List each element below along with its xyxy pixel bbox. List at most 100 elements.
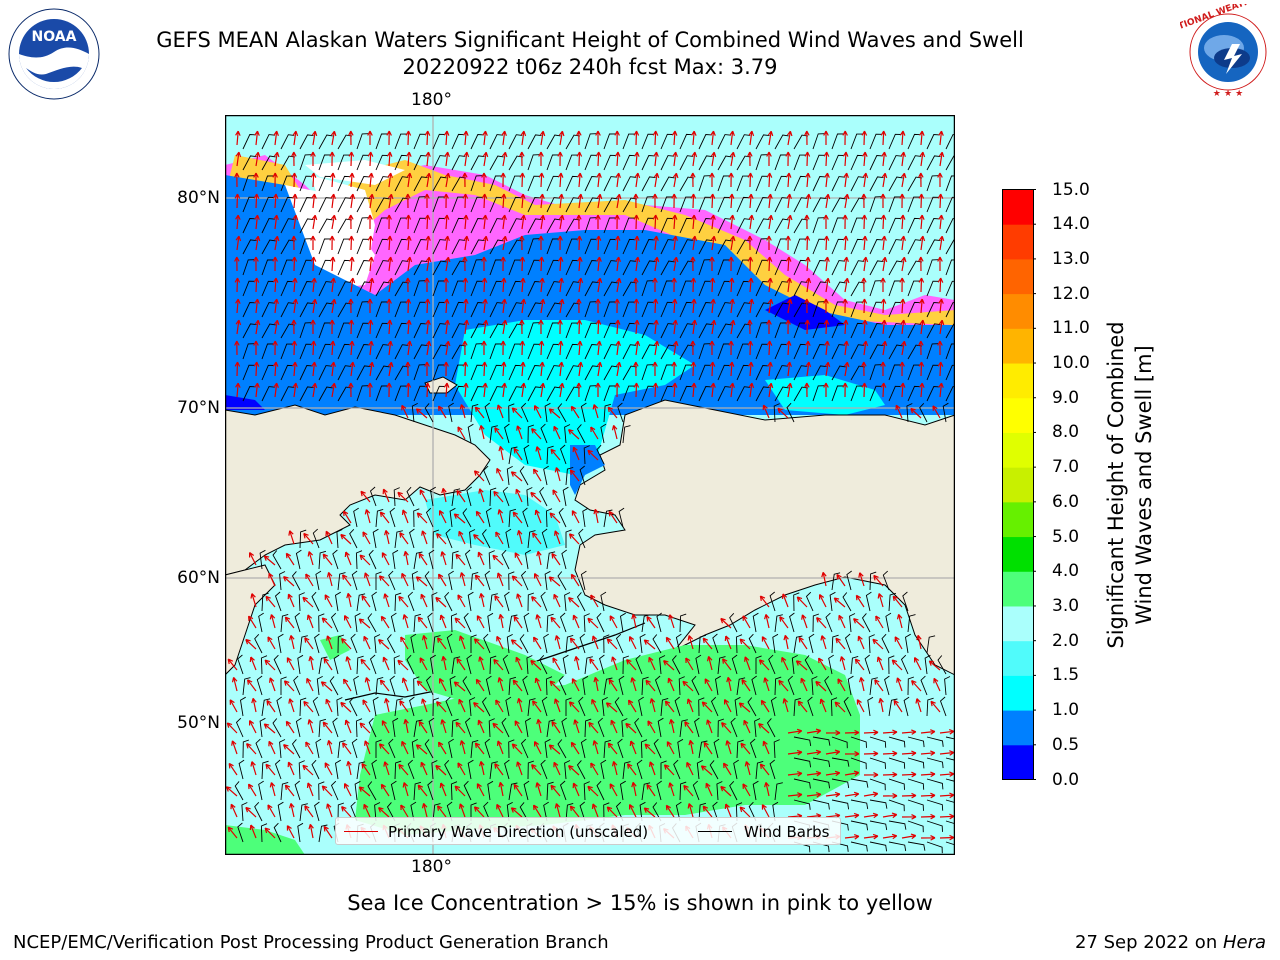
wave-direction-arrow (254, 235, 261, 251)
wind-barb (774, 302, 789, 318)
wave-direction-arrow (289, 635, 295, 650)
wind-barb (356, 197, 371, 213)
wave-direction-arrow (306, 677, 314, 692)
wind-barb (242, 323, 257, 339)
wind-barb (755, 238, 768, 255)
wave-direction-arrow (291, 319, 297, 335)
wave-direction-arrow (667, 677, 675, 692)
wave-direction-arrow (558, 193, 564, 209)
wind-barb (557, 403, 567, 423)
wind-barb (905, 633, 911, 654)
wave-direction-arrow (805, 361, 812, 377)
ocean-band-blue (225, 175, 954, 415)
wind-barb (603, 238, 617, 255)
wind-barb (622, 322, 636, 339)
wave-direction-arrow (400, 636, 409, 650)
wind-barb (565, 634, 574, 654)
wind-barb (375, 385, 388, 402)
wind-barb (375, 676, 384, 696)
wind-barb (541, 696, 548, 717)
wind-barb (466, 654, 472, 675)
wind-barb (375, 217, 388, 234)
wave-direction-arrow (400, 804, 409, 818)
wind-barb (470, 218, 484, 234)
wind-barb (527, 592, 535, 612)
wave-direction-arrow (918, 172, 924, 188)
wind-barb (392, 717, 399, 738)
wind-barb (242, 677, 251, 696)
wind-barb (846, 570, 852, 591)
wave-direction-arrow (664, 700, 675, 713)
wave-direction-arrow (686, 698, 694, 713)
wind-barb (424, 403, 434, 423)
wind-barb (543, 465, 549, 486)
wave-direction-arrow (539, 130, 546, 146)
wave-direction-arrow (386, 298, 392, 314)
wave-direction-arrow (360, 658, 371, 671)
wind-barb (603, 739, 612, 759)
wind-barb (679, 155, 694, 171)
wave-direction-arrow (349, 277, 356, 293)
wave-direction-arrow (804, 235, 811, 251)
wave-direction-arrow (857, 635, 865, 650)
wave-direction-arrow (420, 593, 428, 608)
wind-barb (622, 238, 636, 255)
wind-barb (603, 344, 618, 360)
wave-direction-arrow (882, 812, 898, 819)
wave-direction-arrow (401, 677, 409, 692)
wind-barb (907, 196, 920, 213)
wave-direction-arrow (227, 826, 238, 839)
wind-barb (926, 736, 944, 747)
wind-barb (508, 343, 521, 360)
wind-barb (394, 592, 402, 612)
wave-direction-arrow (615, 193, 622, 209)
wind-barb (787, 675, 795, 696)
wind-barb (240, 696, 246, 717)
wind-barb (793, 365, 808, 381)
wave-direction-arrow (253, 361, 260, 377)
wave-direction-arrow (937, 193, 944, 209)
wave-direction-arrow (823, 235, 830, 251)
wind-barb (653, 738, 662, 759)
wind-barb (639, 633, 646, 654)
wind-barb (484, 738, 491, 759)
wind-barb (755, 343, 769, 360)
colorbar-label-line1: Significant Height of Combined (1104, 321, 1128, 649)
wave-direction-arrow (403, 718, 409, 734)
wave-direction-arrow (862, 235, 868, 251)
wind-barb (926, 175, 939, 192)
wind-barb (261, 364, 275, 381)
wind-barb (375, 238, 389, 255)
wind-barb (793, 757, 812, 768)
wave-direction-arrow (520, 298, 527, 314)
wave-direction-arrow (306, 782, 314, 797)
wind-barb (505, 528, 512, 549)
wind-barb (508, 302, 523, 318)
wind-barb (274, 759, 282, 780)
wind-barb (484, 570, 491, 591)
wave-direction-arrow (456, 657, 466, 671)
wave-direction-arrow (634, 235, 640, 251)
wave-direction-arrow (397, 491, 409, 503)
wind-barb (540, 591, 548, 612)
wave-direction-arrow (493, 490, 504, 503)
wind-barb (261, 175, 274, 192)
wave-direction-arrow (918, 193, 925, 209)
wind-barb (755, 281, 769, 297)
wave-direction-arrow (358, 786, 371, 797)
wave-direction-arrow (305, 741, 314, 755)
wave-direction-arrow (406, 151, 412, 167)
wind-barb (660, 344, 675, 360)
wave-direction-arrow (553, 761, 561, 776)
wave-direction-arrow (653, 235, 659, 251)
wave-direction-arrow (307, 719, 314, 734)
wind-barb (375, 260, 390, 276)
wind-barb (869, 841, 888, 852)
wind-barb (641, 323, 655, 339)
wave-direction-arrow (882, 729, 898, 736)
wind-barb (584, 281, 599, 297)
wave-direction-arrow (539, 193, 545, 209)
wind-barb (869, 196, 882, 213)
wind-barb (751, 675, 757, 696)
wave-direction-arrow (402, 614, 409, 629)
